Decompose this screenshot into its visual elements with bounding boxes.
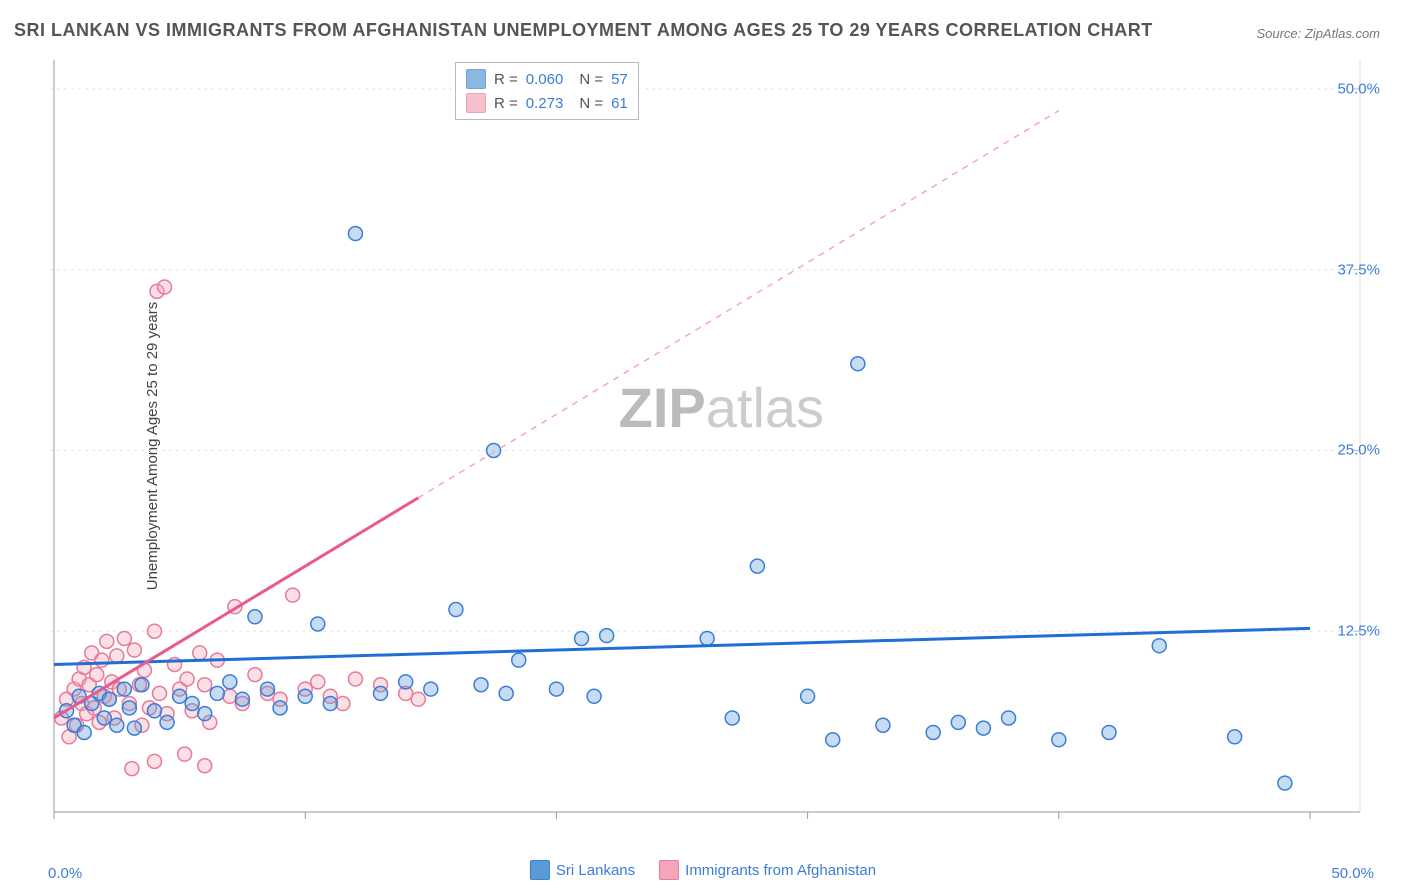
- stats-r-label: R =: [494, 95, 518, 112]
- swatch-pink: [466, 93, 486, 113]
- swatch-blue: [530, 860, 550, 880]
- stats-r-label: R =: [494, 71, 518, 88]
- legend-item-pink: Immigrants from Afghanistan: [659, 860, 876, 880]
- y-tick-label: 25.0%: [1337, 442, 1380, 459]
- y-tick-label: 50.0%: [1337, 80, 1380, 97]
- source-label: Source: ZipAtlas.com: [1256, 26, 1380, 41]
- y-tick-label: 12.5%: [1337, 623, 1380, 640]
- bottom-legend: Sri Lankans Immigrants from Afghanistan: [530, 860, 876, 880]
- chart-title: SRI LANKAN VS IMMIGRANTS FROM AFGHANISTA…: [14, 20, 1153, 41]
- chart-container: SRI LANKAN VS IMMIGRANTS FROM AFGHANISTA…: [0, 0, 1406, 892]
- legend-item-blue: Sri Lankans: [530, 860, 635, 880]
- stats-r-pink: 0.273: [526, 95, 564, 112]
- stats-row-pink: R = 0.273 N = 61: [466, 91, 628, 115]
- y-tick-label: 37.5%: [1337, 261, 1380, 278]
- stats-r-blue: 0.060: [526, 71, 564, 88]
- swatch-blue: [466, 69, 486, 89]
- stats-n-label: N =: [579, 71, 603, 88]
- scatter-plot: [50, 56, 1370, 840]
- stats-n-pink: 61: [611, 95, 628, 112]
- swatch-pink: [659, 860, 679, 880]
- stats-row-blue: R = 0.060 N = 57: [466, 67, 628, 91]
- x-axis-start-label: 0.0%: [48, 865, 82, 882]
- stats-legend-box: R = 0.060 N = 57 R = 0.273 N = 61: [455, 62, 639, 120]
- x-axis-end-label: 50.0%: [1331, 865, 1374, 882]
- legend-label-blue: Sri Lankans: [556, 862, 635, 879]
- stats-n-label: N =: [579, 95, 603, 112]
- stats-n-blue: 57: [611, 71, 628, 88]
- legend-label-pink: Immigrants from Afghanistan: [685, 862, 876, 879]
